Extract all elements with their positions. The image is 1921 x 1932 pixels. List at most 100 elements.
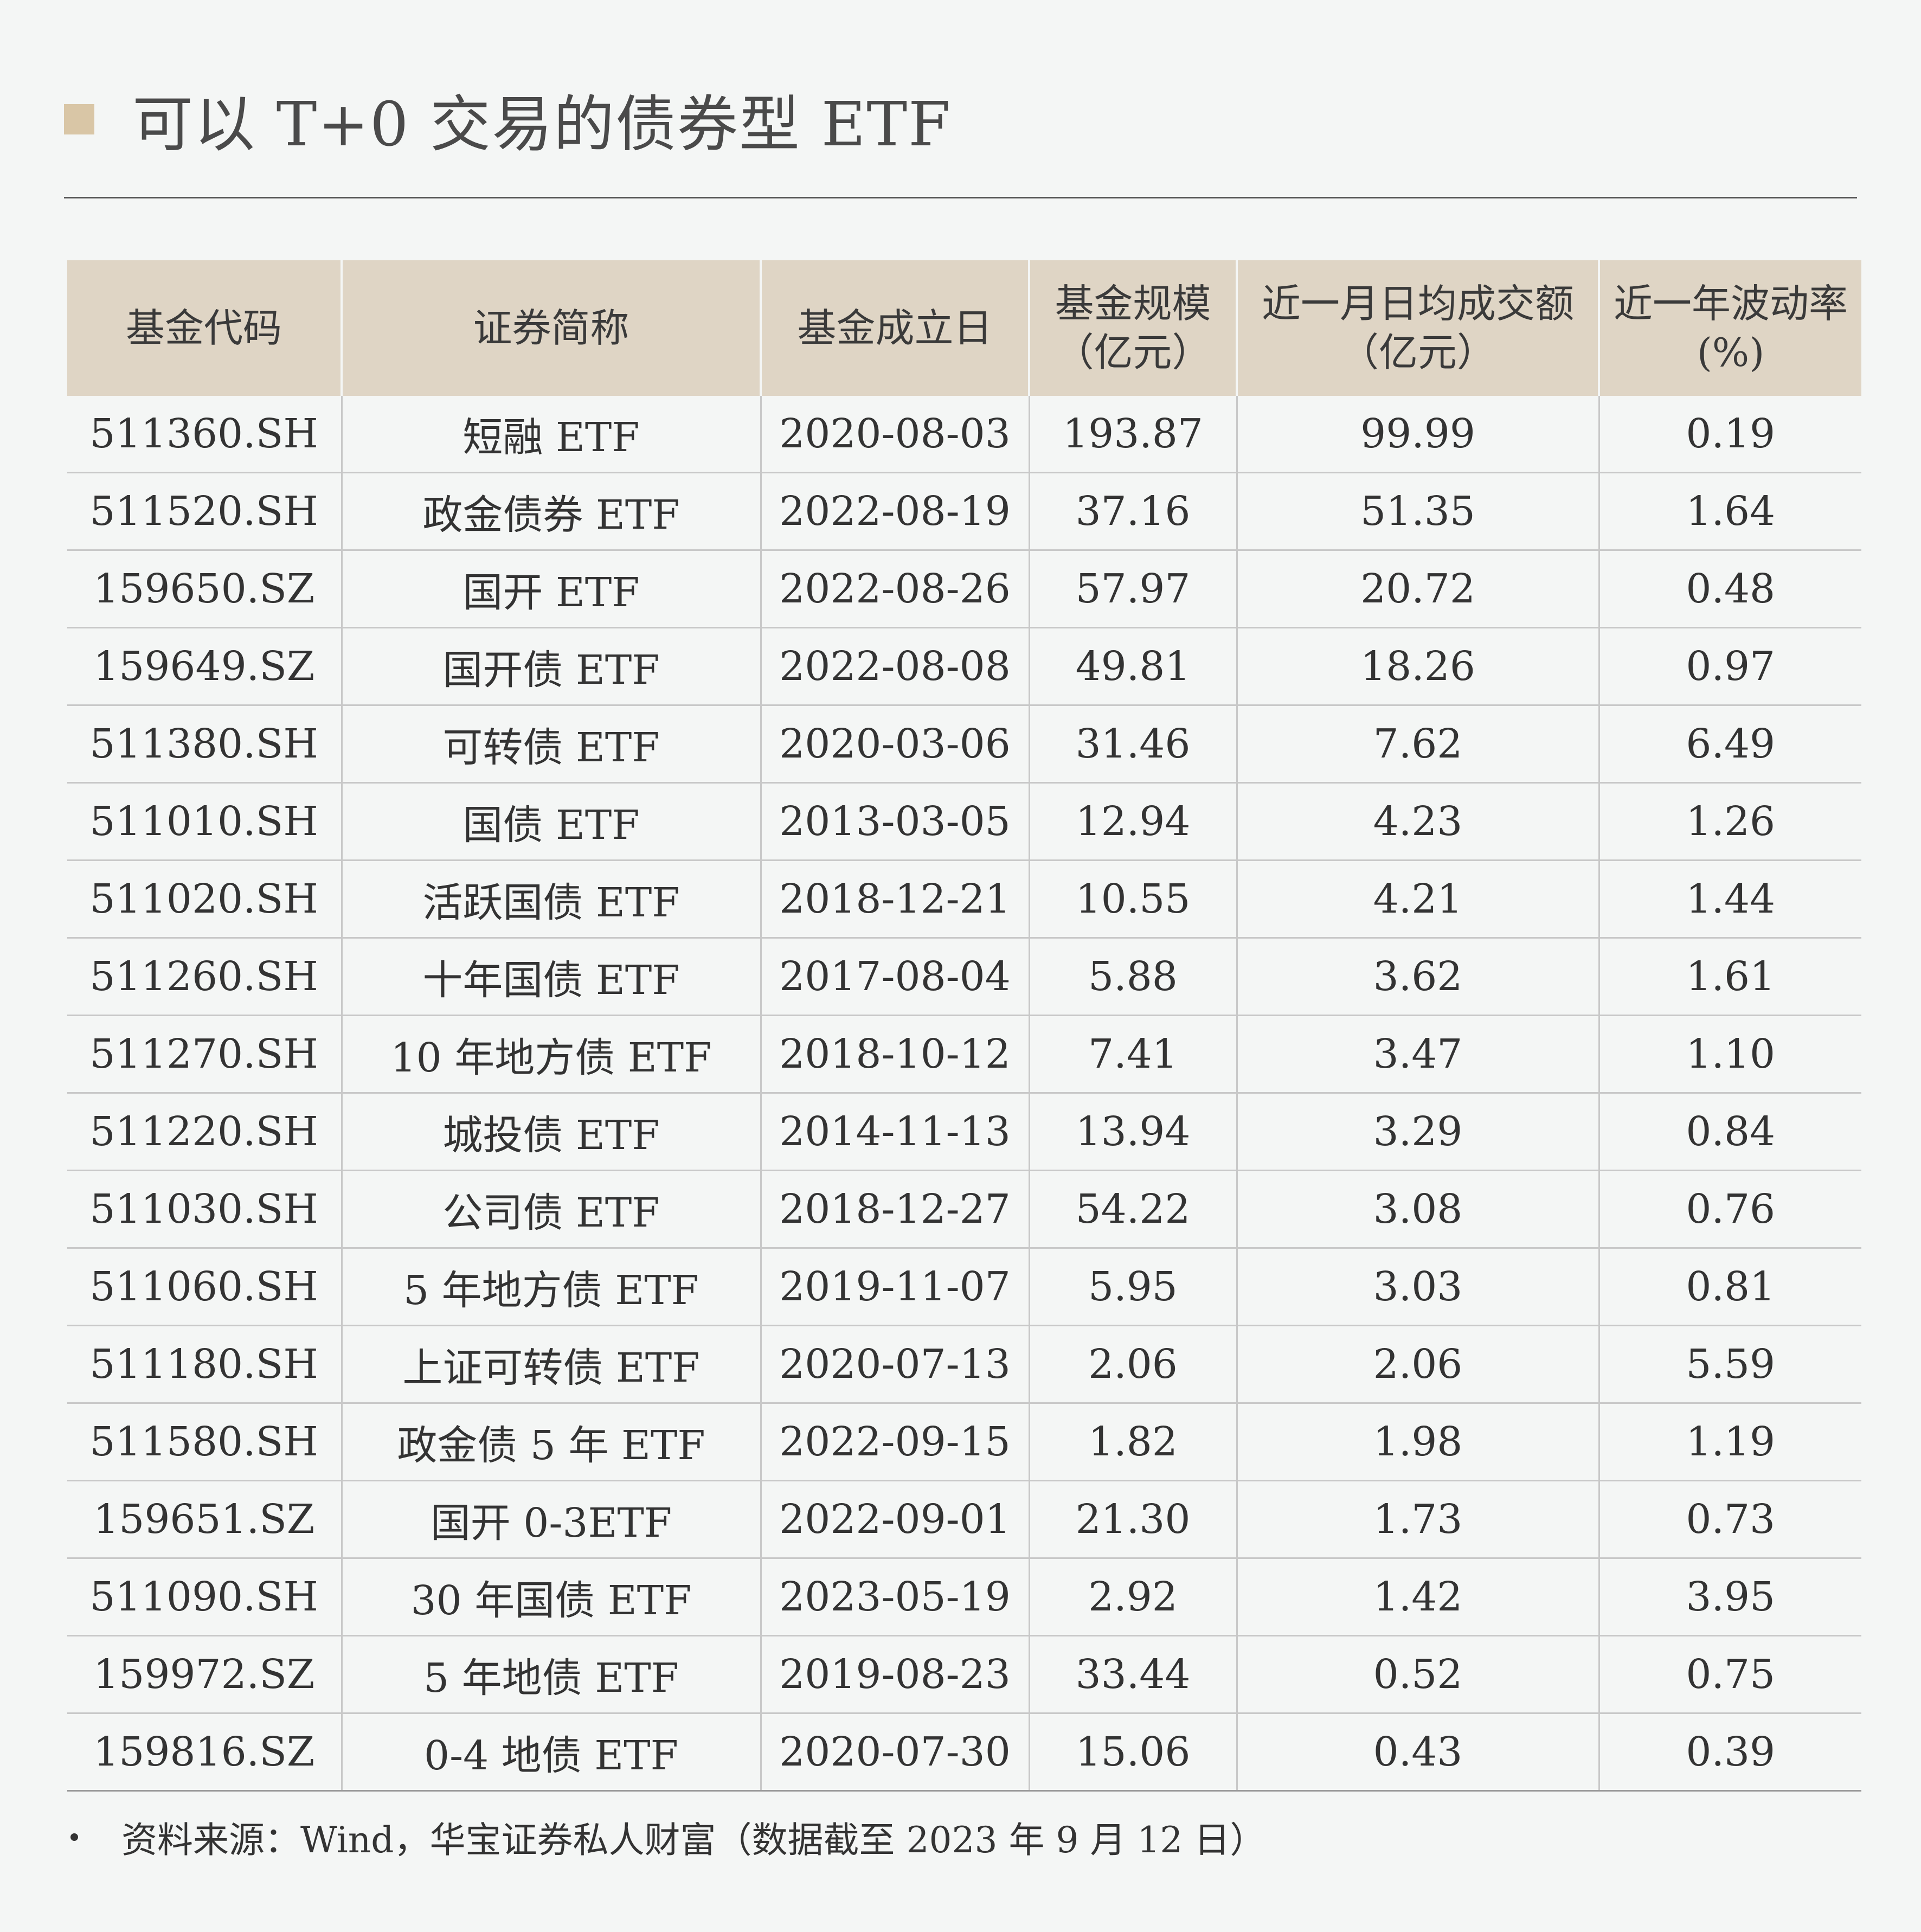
avg-turnover-cell: 4.21 (1236, 860, 1599, 939)
avg-turnover-cell: 20.72 (1236, 550, 1599, 628)
volatility-cell: 0.97 (1598, 627, 1861, 706)
inception-date-cell: 2018-10-12 (760, 1015, 1029, 1094)
fund-size-cell: 31.46 (1028, 705, 1237, 784)
short-name-cell: 政金债券 ETF (340, 472, 761, 551)
fund-size-cell: 2.92 (1028, 1558, 1237, 1636)
column-header: 基金成立日 (760, 260, 1029, 396)
inception-date-cell: 2020-03-06 (760, 705, 1029, 784)
avg-turnover-cell: 2.06 (1236, 1325, 1599, 1404)
avg-turnover-cell: 3.47 (1236, 1015, 1599, 1094)
fund-size-cell: 54.22 (1028, 1170, 1237, 1249)
avg-turnover-cell: 51.35 (1236, 472, 1599, 551)
fund-code-cell: 511090.SH (67, 1558, 342, 1636)
short-name-cell: 国开 0-3ETF (340, 1480, 761, 1559)
column-header-unit: (%) (1697, 330, 1765, 375)
volatility-cell: 0.48 (1598, 550, 1861, 628)
table-row: 511090.SH 30 年国债 ETF 2023-05-19 2.92 1.42 3.9… (67, 1558, 1861, 1636)
short-name-cell: 十年国债 ETF (340, 938, 761, 1016)
fund-size-cell: 7.41 (1028, 1015, 1237, 1094)
avg-turnover-cell: 3.08 (1236, 1170, 1599, 1249)
short-name-cell: 10 年地方债 ETF (340, 1015, 761, 1094)
column-header-unit: （亿元） (1055, 330, 1211, 375)
inception-date-cell: 2022-08-19 (760, 472, 1029, 551)
short-name-cell: 国债 ETF (340, 782, 761, 861)
inception-date-cell: 2013-03-05 (760, 782, 1029, 861)
table-row: 511360.SH 短融 ETF 2020-08-03 193.87 99.99 0.19 (67, 396, 1861, 473)
fund-code-cell: 511360.SH (67, 396, 342, 473)
table-row: 511580.SH 政金债 5 年 ETF 2022-09-15 1.82 1.98 1.… (67, 1403, 1861, 1481)
short-name-cell: 5 年地方债 ETF (340, 1248, 761, 1326)
short-name-cell: 公司债 ETF (340, 1170, 761, 1249)
volatility-cell: 3.95 (1598, 1558, 1861, 1636)
column-header-line: 基金成立日 (797, 305, 993, 351)
fund-code-cell: 511030.SH (67, 1170, 342, 1249)
column-header-line: 基金规模 (1055, 281, 1211, 326)
source-text: 资料来源：Wind，华宝证券私人财富（数据截至 2023 年 9 月 12 日） (121, 1819, 1266, 1861)
short-name-cell: 短融 ETF (340, 396, 761, 473)
volatility-cell: 0.75 (1598, 1635, 1861, 1714)
inception-date-cell: 2014-11-13 (760, 1093, 1029, 1171)
inception-date-cell: 2019-11-07 (760, 1248, 1029, 1326)
avg-turnover-cell: 18.26 (1236, 627, 1599, 706)
page-title: 可以 T+0 交易的债券型 ETF (132, 89, 952, 160)
fund-code-cell: 511060.SH (67, 1248, 342, 1326)
bullet-icon (70, 1833, 78, 1841)
column-header: 基金规模 （亿元） (1028, 260, 1237, 396)
volatility-cell: 0.84 (1598, 1093, 1861, 1171)
avg-turnover-cell: 1.42 (1236, 1558, 1599, 1636)
fund-size-cell: 193.87 (1028, 396, 1237, 473)
short-name-cell: 5 年地债 ETF (340, 1635, 761, 1714)
avg-turnover-cell: 4.23 (1236, 782, 1599, 861)
column-header-line: 基金代码 (125, 305, 282, 351)
column-header: 近一月日均成交额 （亿元） (1236, 260, 1599, 396)
table-row: 159816.SZ 0-4 地债 ETF 2020-07-30 15.06 0.43 0.… (67, 1713, 1861, 1792)
fund-code-cell: 511260.SH (67, 938, 342, 1016)
fund-code-cell: 511520.SH (67, 472, 342, 551)
inception-date-cell: 2022-08-26 (760, 550, 1029, 628)
volatility-cell: 5.59 (1598, 1325, 1861, 1404)
fund-code-cell: 511220.SH (67, 1093, 342, 1171)
title-block: 可以 T+0 交易的债券型 ETF (64, 65, 952, 174)
fund-size-cell: 57.97 (1028, 550, 1237, 628)
table-row: 511220.SH 城投债 ETF 2014-11-13 13.94 3.29 0.84 (67, 1093, 1861, 1171)
short-name-cell: 政金债 5 年 ETF (340, 1403, 761, 1481)
inception-date-cell: 2022-09-15 (760, 1403, 1029, 1481)
short-name-cell: 可转债 ETF (340, 705, 761, 784)
title-divider (64, 197, 1857, 198)
short-name-cell: 国开 ETF (340, 550, 761, 628)
fund-code-cell: 511180.SH (67, 1325, 342, 1404)
inception-date-cell: 2018-12-21 (760, 860, 1029, 939)
table-row: 511020.SH 活跃国债 ETF 2018-12-21 10.55 4.21 1.44 (67, 860, 1861, 939)
table-row: 511380.SH 可转债 ETF 2020-03-06 31.46 7.62 6.49 (67, 705, 1861, 784)
volatility-cell: 0.19 (1598, 396, 1861, 473)
fund-size-cell: 1.82 (1028, 1403, 1237, 1481)
fund-size-cell: 5.88 (1028, 938, 1237, 1016)
table-body: 511360.SH 短融 ETF 2020-08-03 193.87 99.99 0.19… (67, 396, 1861, 1792)
table-row: 511180.SH 上证可转债 ETF 2020-07-13 2.06 2.06 5.59 (67, 1325, 1861, 1404)
fund-size-cell: 12.94 (1028, 782, 1237, 861)
table-row: 159651.SZ 国开 0-3ETF 2022-09-01 21.30 1.73 0.7… (67, 1480, 1861, 1559)
header-row: 基金代码 证券简称 基金成立日 基金规模 （亿元） 近一月日均成交额 （亿元） 近一年波动率(… (67, 260, 1861, 396)
column-header-line: 近一年波动率 (1613, 281, 1848, 326)
inception-date-cell: 2020-08-03 (760, 396, 1029, 473)
column-header-line: 近一月日均成交额 (1261, 281, 1574, 326)
volatility-cell: 1.19 (1598, 1403, 1861, 1481)
table-row: 159649.SZ 国开债 ETF 2022-08-08 49.81 18.26 0.97 (67, 627, 1861, 706)
short-name-cell: 上证可转债 ETF (340, 1325, 761, 1404)
inception-date-cell: 2022-08-08 (760, 627, 1029, 706)
avg-turnover-cell: 3.62 (1236, 938, 1599, 1016)
column-header: 近一年波动率 (%) (1598, 260, 1861, 396)
short-name-cell: 活跃国债 ETF (340, 860, 761, 939)
column-header-unit: （亿元） (1339, 330, 1496, 375)
fund-size-cell: 13.94 (1028, 1093, 1237, 1171)
volatility-cell: 0.73 (1598, 1480, 1861, 1559)
fund-size-cell: 37.16 (1028, 472, 1237, 551)
fund-code-cell: 159649.SZ (67, 627, 342, 706)
source-note: 资料来源：Wind，华宝证券私人财富（数据截至 2023 年 9 月 12 日） (70, 1811, 1265, 1863)
fund-code-cell: 159972.SZ (67, 1635, 342, 1714)
volatility-cell: 1.64 (1598, 472, 1861, 551)
fund-code-cell: 511020.SH (67, 860, 342, 939)
table-row: 511010.SH 国债 ETF 2013-03-05 12.94 4.23 1.26 (67, 782, 1861, 861)
fund-code-cell: 511010.SH (67, 782, 342, 861)
table-row: 511260.SH 十年国债 ETF 2017-08-04 5.88 3.62 1.61 (67, 938, 1861, 1016)
